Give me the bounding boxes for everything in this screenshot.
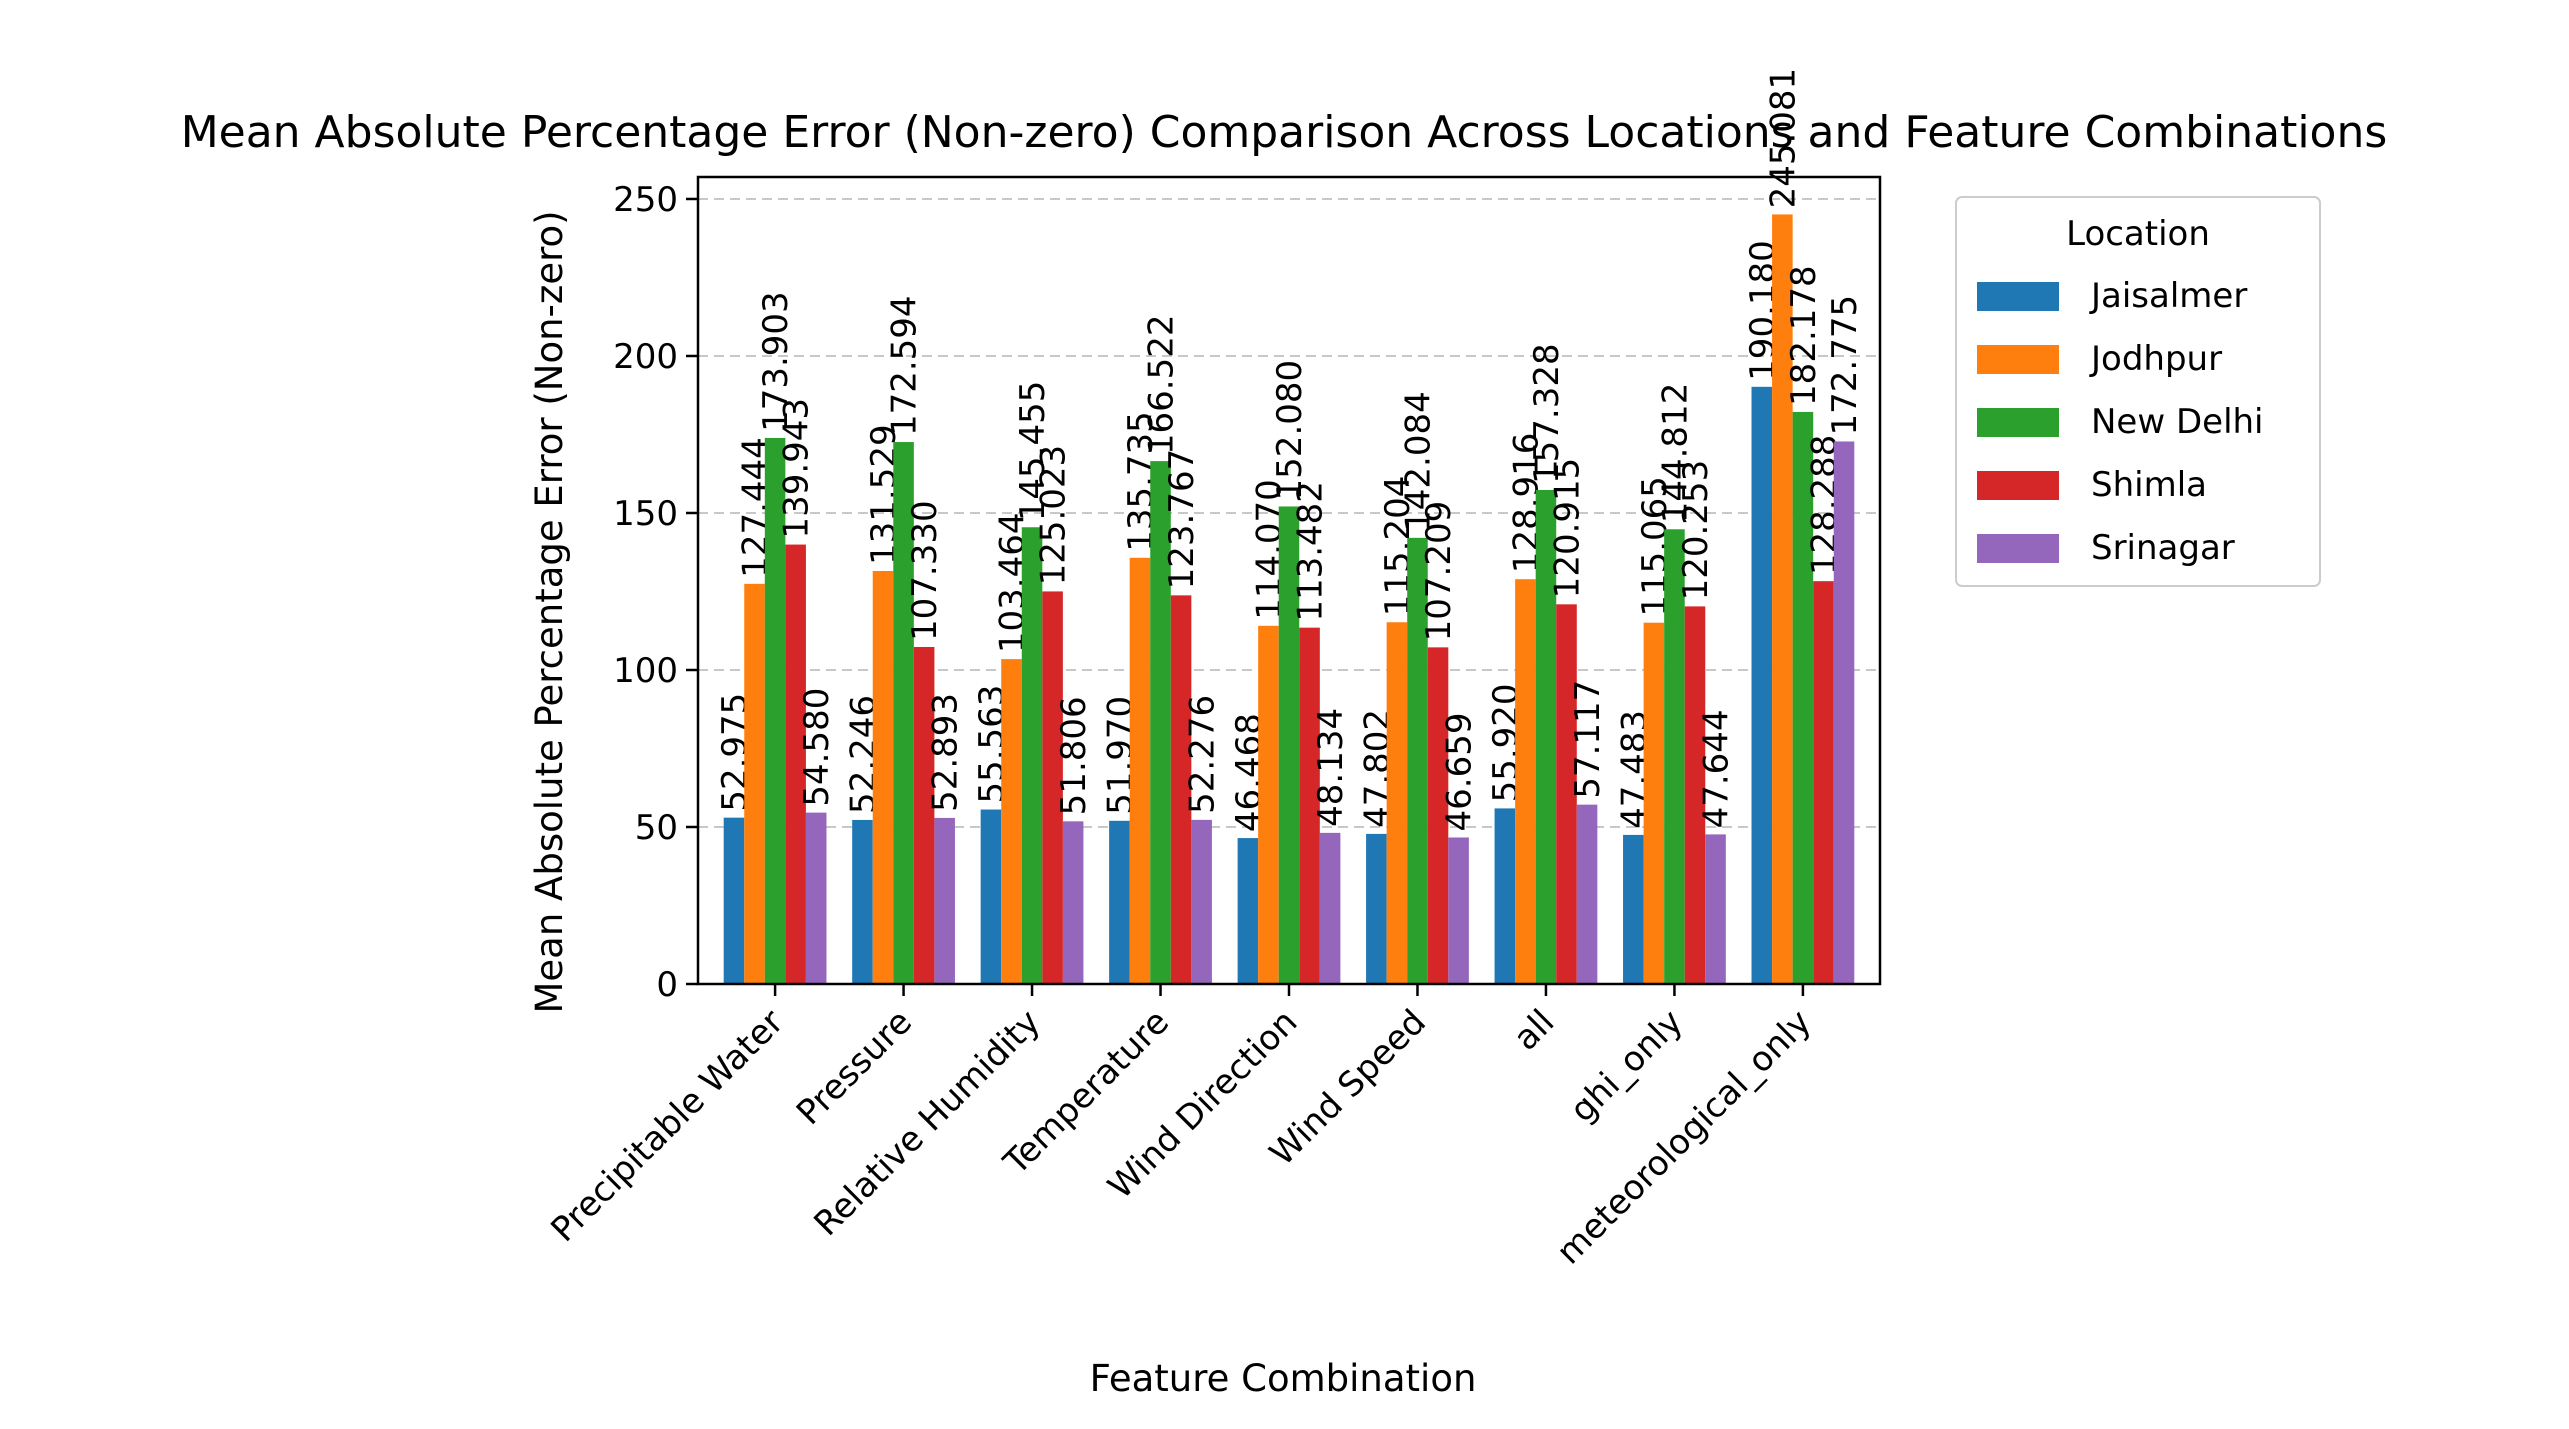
bar [1150,461,1171,984]
data-label: 120.253 [1676,460,1716,601]
bar [1278,506,1300,984]
bar [1062,821,1084,984]
data-label: 142.084 [1398,391,1438,532]
bar [1515,579,1536,984]
bar [1386,622,1408,984]
bar [1170,595,1192,984]
data-label: 157.328 [1527,343,1567,484]
y-tick-label: 150 [613,494,678,534]
bar [744,583,765,984]
bar [1237,838,1259,984]
bar [1042,591,1063,984]
bar [1494,808,1516,984]
bar [785,544,806,984]
bar [1021,527,1043,984]
data-label: 144.812 [1655,383,1695,524]
y-tick-label: 200 [613,337,678,377]
bar [1319,832,1341,984]
x-axis-label: Feature Combination [1090,1357,1477,1400]
bar [1109,820,1130,984]
bar [1623,834,1644,984]
data-label: 107.209 [1419,501,1459,642]
legend-entry: Jodhpur [2089,339,2222,379]
bar [1705,834,1726,984]
data-label: 52.276 [1183,695,1223,814]
data-label: 166.522 [1142,314,1182,455]
data-label: 139.943 [777,398,817,539]
data-label: 54.580 [797,688,837,807]
legend-entry: Jaisalmer [2089,276,2247,316]
data-label: 57.117 [1568,680,1608,799]
bar [913,646,935,984]
data-label: 182.178 [1784,265,1824,406]
data-label: 47.644 [1697,709,1737,828]
y-tick-label: 50 [635,808,678,848]
bar [1535,489,1557,984]
bar [1001,659,1022,984]
data-label: 245.081 [1763,68,1803,209]
legend: Location Jaisalmer Jodhpur New Delhi Shimla… [1955,196,2321,587]
bar [872,570,894,984]
bar [1427,647,1449,984]
data-label: 145.455 [1013,381,1053,522]
data-label: 125.023 [1034,445,1074,586]
y-axis-label: Mean Absolute Percentage Error (Non-zero… [528,210,571,1013]
legend-entry: Srinagar [2091,528,2235,568]
bar [1643,622,1665,984]
legend-swatch [1977,471,2059,500]
bar [1576,804,1598,984]
data-label: 107.330 [905,500,945,641]
bar [1191,819,1212,984]
bar [1684,606,1706,984]
bar [764,437,786,985]
y-tick-label: 250 [613,180,678,220]
bar [1813,581,1834,984]
bar [1664,529,1685,984]
bar [934,817,955,984]
data-label: 120.915 [1548,458,1588,599]
data-label: 152.080 [1270,360,1310,501]
bar [1833,441,1855,985]
bar [980,809,1002,984]
bar [805,812,827,984]
legend-swatch [1977,345,2059,374]
bar [723,817,745,984]
data-label: 172.594 [885,295,925,436]
bar [1258,625,1279,984]
legend-entry: New Delhi [2091,402,2264,442]
bar [1772,214,1793,985]
y-tick-label: 0 [656,965,678,1005]
data-label: 123.767 [1162,449,1202,590]
data-label: 48.134 [1311,708,1351,827]
data-label: 52.893 [926,693,966,812]
legend-swatch [1977,534,2059,563]
data-label: 173.903 [756,291,796,432]
data-label: 113.482 [1291,481,1331,622]
legend-title: Location [2066,214,2210,254]
data-label: 46.659 [1440,713,1480,832]
bar [1751,386,1773,984]
bar [1129,557,1151,984]
chart-title: Mean Absolute Percentage Error (Non-zero… [181,107,2388,158]
bar [893,442,914,985]
bar [852,819,873,984]
data-label: 172.775 [1825,295,1865,436]
bar [1448,837,1469,984]
y-tick-label: 100 [613,651,678,691]
bar [1366,833,1387,984]
bar [1407,537,1428,984]
data-label: 51.806 [1054,696,1094,815]
legend-swatch [1977,282,2059,311]
bar [1556,604,1577,984]
legend-entry: Shimla [2091,465,2207,505]
legend-swatch [1977,408,2059,437]
bar [1792,411,1814,984]
bar [1299,627,1320,984]
